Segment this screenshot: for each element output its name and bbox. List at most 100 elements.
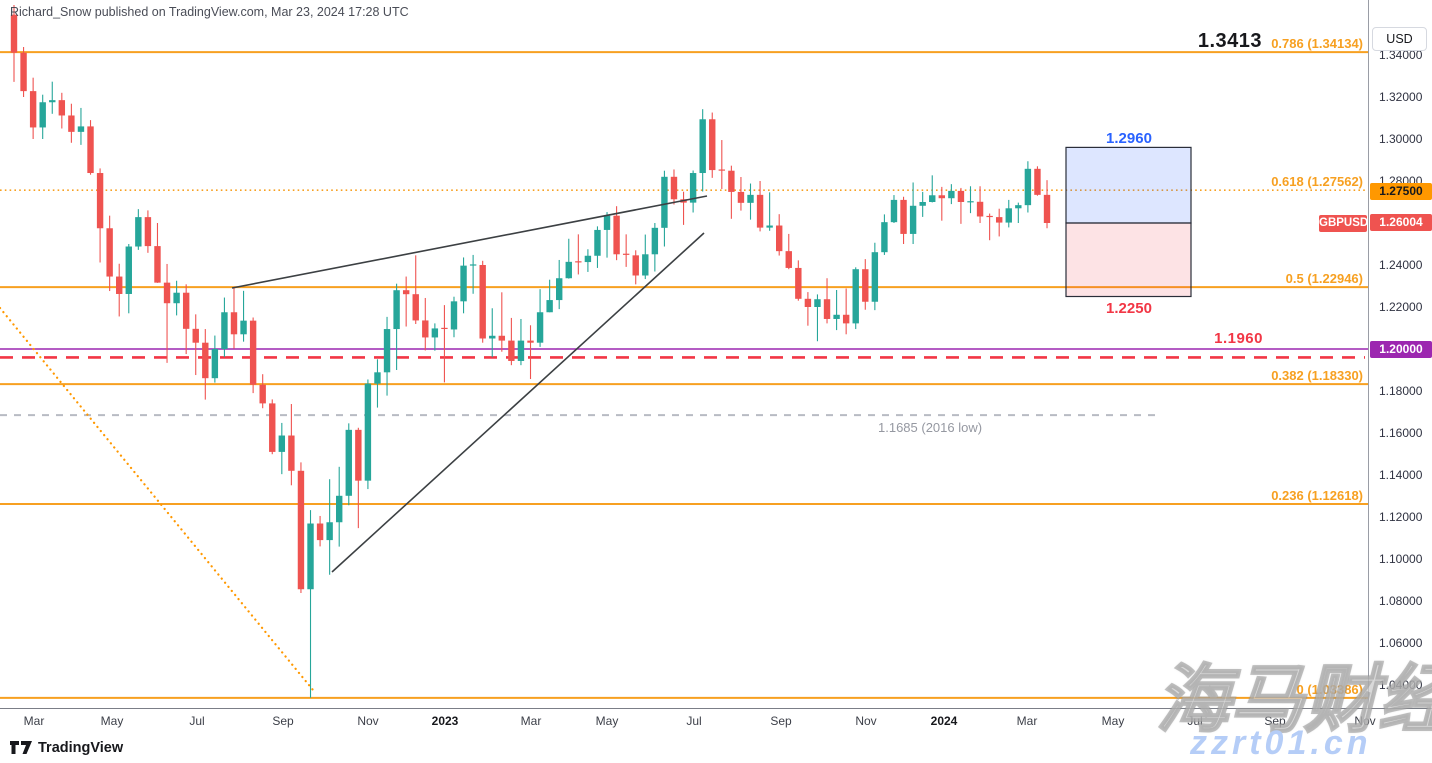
candle-body — [116, 276, 123, 294]
price-tick-label: 1.18000 — [1379, 384, 1423, 398]
candle-body — [125, 246, 132, 294]
price-tick-label: 1.24000 — [1379, 258, 1423, 272]
candle-body — [1024, 168, 1032, 206]
price-axis[interactable]: 1.340001.320001.300001.280001.260001.240… — [1368, 0, 1432, 731]
candle-body — [316, 523, 324, 541]
candle-body — [192, 328, 199, 343]
candle-body — [441, 327, 448, 330]
candle-body — [297, 470, 305, 590]
fib-level-label: 0.618 (1.27562) — [1271, 174, 1363, 190]
downtrend-dotted — [0, 306, 315, 692]
risk-zone — [1065, 222, 1192, 298]
trendlines[interactable] — [0, 195, 708, 692]
candle-body — [967, 201, 974, 203]
candle-body — [202, 342, 209, 379]
candle-body — [909, 205, 917, 234]
candle-body — [536, 312, 544, 343]
price-tick-label: 1.30000 — [1379, 132, 1423, 146]
candle-body — [546, 300, 553, 313]
tradingview-logo[interactable]: TradingView — [10, 740, 123, 756]
candlestick-series — [10, 5, 1051, 698]
candle-body — [584, 255, 592, 263]
time-tick-label: Mar — [23, 714, 45, 728]
candle-body — [1034, 168, 1041, 195]
candle-body — [737, 191, 745, 203]
candle-body — [718, 169, 726, 171]
time-axis[interactable]: Mar May Jul Sep Nov 2023 Mar May Jul Sep Nov 2024 Ma… — [0, 708, 1432, 732]
candle-body — [1015, 205, 1022, 209]
candle-body — [240, 320, 247, 335]
fib-level-label: 0.786 (1.34134) — [1271, 36, 1363, 52]
candle-body — [613, 215, 620, 255]
time-tick-label: May — [100, 714, 124, 728]
horizontal-levels[interactable] — [0, 348, 1368, 417]
candle-body — [211, 349, 219, 379]
candle-body — [890, 199, 898, 223]
candle-body — [58, 100, 66, 116]
candle-body — [814, 299, 821, 307]
ticker-badge: GBPUSD — [1319, 215, 1368, 232]
time-tick-label: Nov — [855, 714, 877, 728]
last-price-badge: 1.26004 — [1370, 214, 1432, 232]
watermark-url: zzrt01.cn — [1190, 724, 1372, 762]
candle-body — [326, 522, 333, 541]
risk-zone-label: 1.2250 — [1106, 300, 1152, 317]
candle-body — [221, 312, 228, 349]
candle-body — [489, 335, 496, 339]
time-tick-label: Mar — [1016, 714, 1038, 728]
candle-body — [804, 298, 812, 307]
candle-body — [881, 222, 888, 253]
candle-body — [68, 115, 75, 132]
candle-body — [795, 267, 802, 299]
candle-body — [77, 126, 85, 132]
candle-body — [728, 170, 735, 192]
fib-price-badge: 1.27500 — [1370, 183, 1432, 200]
time-tick-label: Mar — [520, 714, 542, 728]
candle-body — [144, 217, 152, 247]
candle-body — [278, 435, 286, 452]
candle-body — [307, 523, 314, 590]
support-level-label: 1.1960 — [1214, 330, 1263, 347]
price-tick-label: 1.08000 — [1379, 594, 1423, 608]
fib-level-label: 0 (1.03386) — [1296, 681, 1364, 697]
candle-body — [29, 91, 37, 128]
fib-retracement-lines[interactable] — [0, 51, 1368, 699]
candle-body — [154, 246, 161, 283]
time-tick-label: Sep — [1264, 714, 1286, 728]
candle-body — [976, 201, 984, 217]
candle-body — [575, 261, 582, 263]
candle-body — [1043, 194, 1051, 223]
candle-body — [135, 217, 142, 247]
candle-body — [823, 299, 831, 319]
candle-body — [594, 229, 601, 256]
risk-reward-zones[interactable] — [1065, 146, 1192, 298]
candle-body — [163, 282, 171, 304]
currency-toggle-button[interactable]: USD — [1372, 27, 1427, 51]
candle-body — [862, 269, 869, 302]
candle-body — [249, 320, 257, 385]
candle-body — [20, 52, 27, 92]
candle-body — [622, 253, 630, 255]
candle-body — [527, 340, 534, 343]
candle-body — [833, 314, 840, 319]
time-tick-label: Jul — [686, 714, 702, 728]
time-tick-label: Nov — [357, 714, 379, 728]
round-level-badge: 1.20000 — [1370, 340, 1432, 358]
candle-body — [661, 176, 668, 228]
candle-body — [96, 173, 104, 229]
reward-zone-label: 1.2960 — [1106, 130, 1152, 147]
candle-body — [259, 384, 266, 404]
candle-body — [383, 329, 391, 373]
candle-body — [469, 264, 477, 266]
lower-wedge-line — [331, 232, 705, 573]
time-tick-label: Sep — [272, 714, 294, 728]
time-tick-year: 2023 — [431, 714, 459, 728]
candle-body — [986, 215, 993, 218]
candle-body — [182, 292, 190, 329]
candle-body — [938, 195, 946, 199]
candle-body — [450, 301, 458, 330]
price-tick-label: 1.04000 — [1379, 678, 1423, 692]
time-tick-year: 2024 — [930, 714, 958, 728]
